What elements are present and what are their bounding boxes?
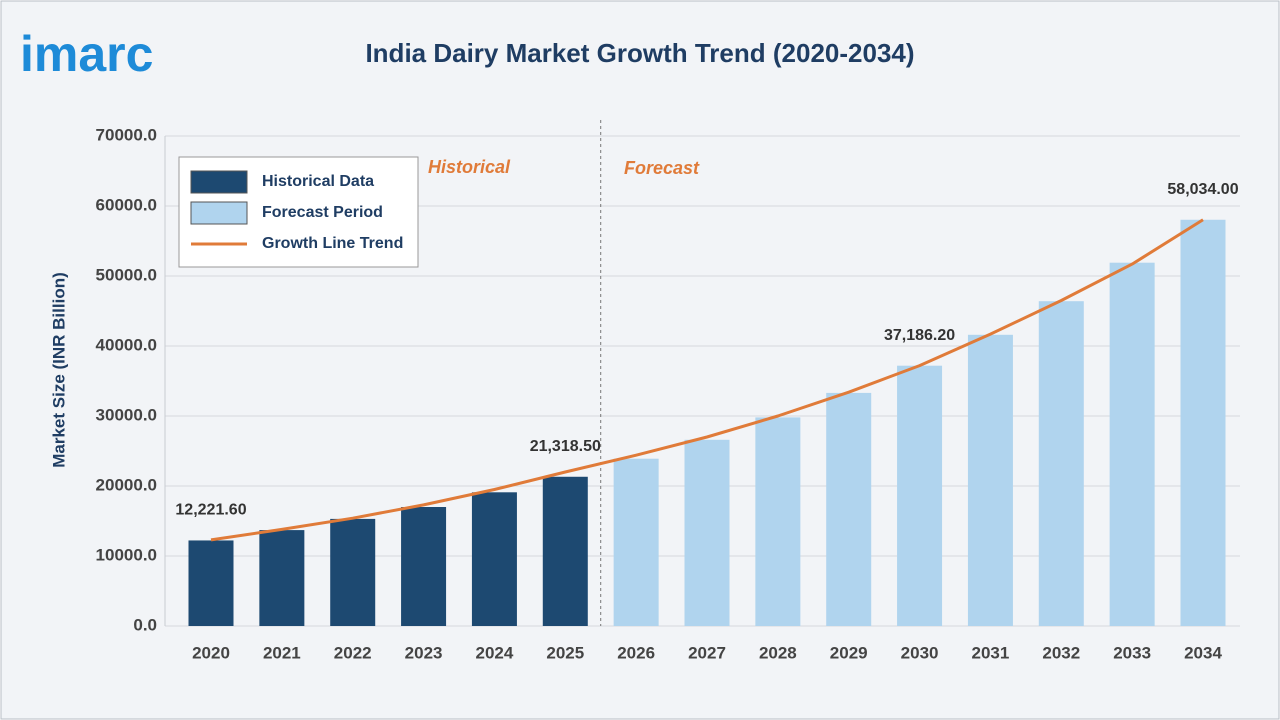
- x-tick-label: 2029: [830, 643, 868, 662]
- bar: [613, 458, 659, 626]
- annotation: Historical: [428, 157, 511, 177]
- legend-label: Historical Data: [262, 173, 374, 190]
- data-label: 58,034.00: [1167, 181, 1238, 198]
- y-tick-label: 70000.0: [96, 125, 157, 144]
- x-tick-label: 2027: [688, 643, 726, 662]
- bar: [755, 417, 801, 626]
- x-tick-label: 2020: [192, 643, 230, 662]
- y-tick-label: 60000.0: [96, 195, 157, 214]
- x-tick-label: 2028: [759, 643, 797, 662]
- bar: [330, 518, 376, 626]
- x-tick-label: 2024: [476, 643, 514, 662]
- bar: [188, 540, 234, 626]
- legend-label: Forecast Period: [262, 204, 383, 221]
- x-tick-label: 2032: [1042, 643, 1080, 662]
- bar: [471, 492, 517, 626]
- bar: [826, 392, 872, 626]
- legend-swatch: [190, 201, 248, 225]
- x-tick-label: 2023: [405, 643, 443, 662]
- y-tick-label: 0.0: [133, 615, 157, 634]
- data-label: 37,186.20: [884, 327, 955, 344]
- bar: [1038, 301, 1084, 626]
- x-tick-label: 2021: [263, 643, 301, 662]
- bar: [1180, 219, 1226, 626]
- x-tick-label: 2026: [617, 643, 655, 662]
- y-tick-label: 40000.0: [96, 335, 157, 354]
- x-tick-label: 2031: [972, 643, 1010, 662]
- bar: [967, 334, 1013, 626]
- legend-label: Growth Line Trend: [262, 235, 403, 252]
- trend-line: [210, 218, 1204, 542]
- y-tick-label: 30000.0: [96, 405, 157, 424]
- annotation: Forecast: [624, 158, 700, 178]
- x-tick-label: 2033: [1113, 643, 1151, 662]
- bar: [401, 507, 447, 626]
- bar: [259, 530, 305, 626]
- y-tick-label: 20000.0: [96, 475, 157, 494]
- x-tick-label: 2022: [334, 643, 372, 662]
- y-tick-label: 10000.0: [96, 545, 157, 564]
- x-tick-label: 2025: [546, 643, 584, 662]
- legend-swatch: [190, 170, 248, 194]
- chart-title: India Dairy Market Growth Trend (2020-20…: [365, 38, 914, 68]
- x-tick-label: 2034: [1184, 643, 1222, 662]
- bar: [684, 439, 730, 626]
- bar: [897, 365, 943, 626]
- y-tick-label: 50000.0: [96, 265, 157, 284]
- logo: imarc: [20, 26, 153, 82]
- bar: [1109, 262, 1155, 626]
- data-label: 12,221.60: [175, 502, 246, 519]
- y-axis-label: Market Size (INR Billion): [49, 272, 68, 468]
- bar: [542, 476, 588, 626]
- x-tick-label: 2030: [901, 643, 939, 662]
- data-label: 21,318.50: [530, 438, 601, 455]
